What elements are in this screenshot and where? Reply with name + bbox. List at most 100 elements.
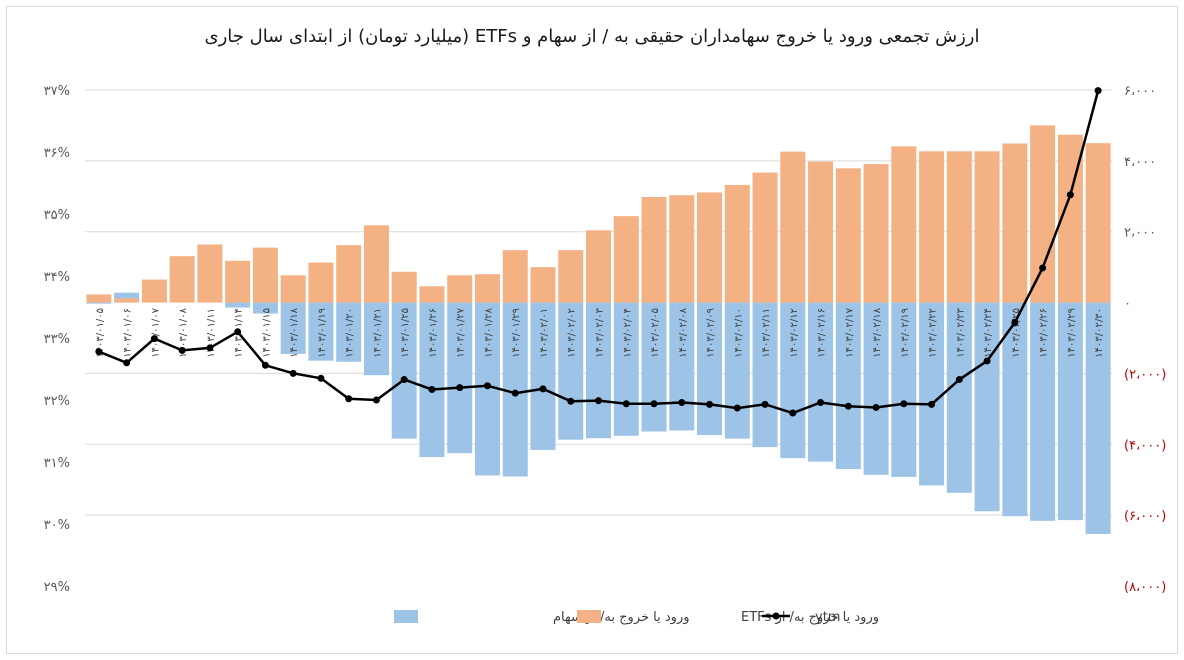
bar <box>419 286 445 303</box>
bar <box>1002 143 1028 303</box>
bar <box>530 267 556 303</box>
bar <box>752 302 778 448</box>
x-tick-label: ۱۴۰۳/۰۱/۱۵ <box>261 308 272 358</box>
x-tick-label: ۱۴۰۳/۰۱/۰۵ <box>95 308 106 358</box>
left-axis: ۲۹% ۳۰% ۳۱% ۳۲% ۳۳% ۳۴% ۳۵% ۳۶% ۳۷% <box>44 84 70 595</box>
ytm-point <box>539 385 547 393</box>
ytm-point <box>1094 87 1102 95</box>
ytm-point <box>1039 264 1047 272</box>
bar <box>225 302 251 308</box>
bar <box>586 302 611 439</box>
bar <box>558 250 584 303</box>
ytm-point <box>955 376 963 384</box>
bar <box>613 216 639 303</box>
bar <box>724 184 750 303</box>
bar <box>835 168 861 303</box>
bar <box>308 302 334 361</box>
left-axis-tick-label: ۳۰% <box>44 518 70 533</box>
x-tick-label: ۱۴۰۳/۰۱/۲۵ <box>400 308 411 358</box>
bar <box>280 275 306 303</box>
bar <box>919 151 945 303</box>
bar <box>669 195 695 303</box>
x-tick-label: ۱۴۰۳/۰۲/۳۰ <box>1094 308 1105 358</box>
legend-swatch <box>394 610 418 623</box>
ytm-point <box>872 403 880 411</box>
bar <box>808 161 834 303</box>
bar <box>669 302 695 431</box>
right-axis-tick-label: (۲،۰۰۰) <box>1124 367 1166 382</box>
x-tick-label: ۱۴۰۳/۰۱/۱۹ <box>317 308 328 358</box>
bar <box>641 302 667 432</box>
left-axis-tick-label: ۳۶% <box>44 146 70 161</box>
bar <box>919 302 945 486</box>
bar <box>863 164 889 303</box>
legend-swatch <box>577 610 601 623</box>
right-axis: (۸،۰۰۰) (۶،۰۰۰) (۴،۰۰۰) (۲،۰۰۰) ۰ ۲،۰۰۰ ۴،۰۰۰ ۶… <box>1124 84 1166 595</box>
bar <box>197 244 223 303</box>
bar <box>114 298 140 303</box>
bar <box>336 245 362 303</box>
x-tick-label: ۱۴۰۳/۰۲/۱۲ <box>789 308 800 358</box>
ytm-point <box>928 400 936 408</box>
ytm-point <box>261 361 269 369</box>
x-tick-label: ۱۴۰۳/۰۱/۲۷ <box>456 307 467 357</box>
x-tick-label: ۱۴۰۳/۰۲/۲۵ <box>1011 308 1022 358</box>
bar <box>641 196 667 303</box>
ytm-point <box>595 397 602 405</box>
bar <box>946 302 972 493</box>
right-axis-tick-label: (۴،۰۰۰) <box>1124 438 1166 453</box>
ytm-point <box>483 382 491 390</box>
bar <box>447 275 473 303</box>
ytm-point <box>900 400 908 408</box>
x-tick-label: ۱۴۰۳/۰۱/۰۷ <box>150 307 161 357</box>
left-axis-tick-label: ۳۷% <box>44 84 70 99</box>
bar <box>697 192 723 303</box>
ytm-point <box>844 402 852 410</box>
bar <box>974 302 1000 512</box>
ytm-point <box>678 398 686 406</box>
bar <box>863 302 889 475</box>
ytm-point <box>178 346 186 354</box>
x-tick-label: ۱۴۰۳/۰۱/۲۹ <box>511 308 522 358</box>
bar <box>586 230 611 303</box>
legend-label: ورود یا خروج به/ از ETFs <box>741 610 879 625</box>
bar <box>391 271 417 303</box>
ytm-point <box>95 348 103 356</box>
x-tick-label: ۱۴۰۳/۰۲/۲۳ <box>955 307 966 357</box>
x-tick-label: ۱۴۰۳/۰۱/۲۰ <box>345 308 356 358</box>
bar <box>1002 302 1028 517</box>
bar-series <box>86 125 1111 303</box>
x-tick-label: ۱۴۰۳/۰۲/۰۹ <box>706 308 717 358</box>
ytm-point <box>511 389 519 397</box>
right-axis-tick-label: (۶،۰۰۰) <box>1124 509 1166 524</box>
bar <box>1030 125 1056 303</box>
ytm-point <box>400 376 408 384</box>
bar <box>502 250 528 303</box>
bar <box>808 302 834 462</box>
bar <box>363 302 389 376</box>
bar <box>141 279 167 303</box>
x-tick-label: ۱۴۰۳/۰۱/۲۱ <box>372 308 383 358</box>
x-tick-label: ۱۴۰۳/۰۲/۲۹ <box>1066 308 1077 358</box>
right-axis-tick-label: (۸،۰۰۰) <box>1124 580 1166 595</box>
ytm-point <box>456 384 464 392</box>
ytm-point <box>817 398 825 406</box>
legend-label: ytm <box>815 610 840 625</box>
bar <box>780 302 806 459</box>
ytm-point <box>428 385 436 393</box>
bar <box>280 302 306 354</box>
ytm-point <box>789 409 797 417</box>
x-tick-label: ۱۴۰۳/۰۲/۲۴ <box>983 308 994 358</box>
bar <box>252 302 278 314</box>
bar <box>252 247 278 303</box>
ytm-point <box>289 369 297 377</box>
left-axis-tick-label: ۲۹% <box>44 580 70 595</box>
bar <box>447 302 473 454</box>
right-axis-tick-label: ۶،۰۰۰ <box>1124 84 1156 99</box>
ytm-point <box>567 397 575 405</box>
bar <box>391 302 417 439</box>
bar <box>891 146 917 303</box>
bar <box>1085 302 1111 534</box>
x-tick-label: ۱۴۰۳/۰۲/۰۱ <box>539 308 550 358</box>
